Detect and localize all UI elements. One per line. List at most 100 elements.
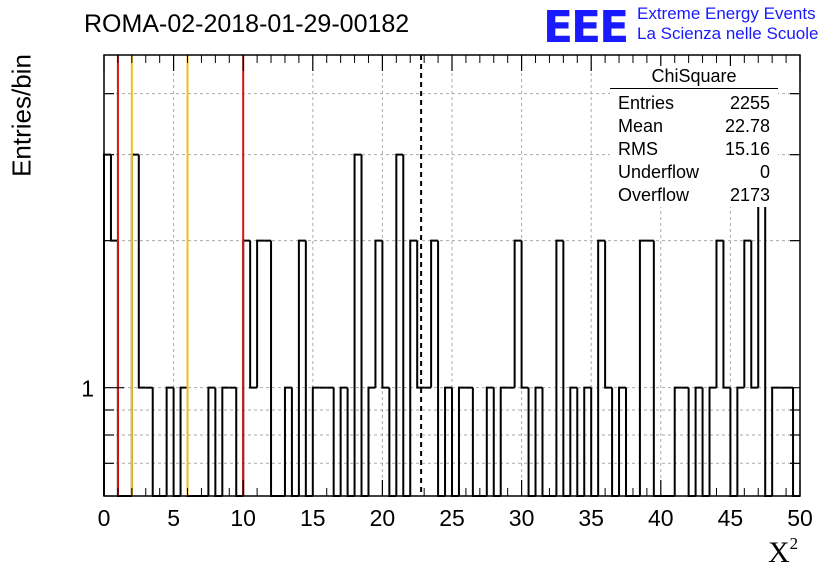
axis-ticks (103, 55, 801, 497)
histogram-bin (555, 239, 564, 496)
histogram-bin (165, 386, 174, 496)
histogram-bin (492, 387, 501, 497)
histogram-bin (214, 387, 223, 497)
histogram-bin (444, 386, 452, 496)
x-tick-label: 15 (300, 505, 326, 531)
x-axis-label: X2 (768, 534, 799, 569)
x-tick-label: 25 (439, 505, 465, 531)
stats-row-entries: Entries 2255 (618, 93, 770, 113)
histogram-bin (652, 240, 661, 497)
histogram-bin (360, 154, 369, 497)
histogram-bin (597, 239, 606, 496)
histogram-bin (729, 387, 738, 497)
histogram-bin (353, 153, 362, 496)
histogram-bin (151, 387, 160, 497)
histogram-bin (430, 239, 439, 388)
histogram-bin (743, 239, 752, 388)
histogram-bin (346, 387, 355, 497)
histogram-bin (604, 240, 613, 389)
x-tick-label: 45 (718, 505, 744, 531)
histogram-bin (701, 387, 710, 497)
histogram-bin (297, 239, 306, 496)
x-tick-label: 10 (230, 505, 256, 531)
histogram-bin (485, 386, 494, 496)
x-tick-label: 50 (787, 505, 813, 531)
x-tick-label: 30 (509, 505, 535, 531)
stats-row-rms: RMS 15.16 (618, 139, 770, 159)
histogram-bin (457, 386, 466, 496)
histogram-bin (590, 387, 599, 497)
histogram-bin (339, 386, 348, 496)
histogram-bin (471, 387, 480, 497)
histogram-bin (437, 240, 446, 497)
histogram-bin (416, 240, 425, 389)
histogram-bin (103, 153, 111, 496)
histogram-bin (694, 386, 703, 496)
histogram-bin (708, 386, 717, 496)
histogram-bin (109, 154, 118, 242)
histogram-bin (207, 386, 216, 496)
histogram-bin (527, 387, 536, 497)
x-tick-label: 0 (98, 505, 111, 531)
stats-title: ChiSquare (610, 66, 778, 89)
histogram-bin (388, 387, 397, 497)
histogram-bin (687, 387, 696, 497)
histogram-bin (402, 154, 411, 497)
x-tick-label: 5 (167, 505, 180, 531)
histogram-bin (186, 387, 195, 497)
histogram-bin (311, 386, 320, 496)
histogram-bin (673, 386, 682, 496)
histogram-bin (611, 387, 620, 497)
histogram-bin (283, 386, 292, 496)
histogram-bin (513, 239, 522, 388)
histogram-bin (304, 240, 313, 497)
histogram-bin (569, 386, 578, 496)
histogram-bin (618, 386, 626, 496)
histogram-bin (715, 239, 724, 388)
histogram-bin (736, 386, 745, 496)
histogram-bin (130, 153, 139, 496)
histogram-bin (249, 240, 258, 389)
histogram-bin (270, 240, 278, 497)
logo-line2: La Scienza nelle Scuole (637, 24, 819, 43)
histogram-bin (409, 239, 418, 496)
histogram-bin (750, 240, 759, 389)
y-axis-label: Entries/bin (6, 54, 37, 177)
histogram-bin (541, 387, 550, 497)
histogram-bin (256, 239, 265, 388)
y-tick-label: 1 (81, 376, 94, 402)
histogram-bin (638, 239, 647, 496)
histogram-bin (290, 387, 299, 497)
x-tick-label: 35 (578, 505, 604, 531)
histogram-bin (395, 153, 404, 496)
histogram-bin (179, 386, 188, 496)
histogram-bin (137, 154, 146, 389)
x-tick-label: 40 (648, 505, 674, 531)
histogram-bin (534, 386, 543, 496)
stats-row-overflow: Overflow 2173 (618, 185, 770, 205)
histogram-bin (722, 240, 731, 389)
histogram-bin (332, 387, 341, 497)
histogram-bin (235, 387, 244, 497)
reference-lines (116, 55, 423, 496)
eee-logo: EEE (543, 2, 629, 53)
histogram-bin (792, 387, 800, 497)
histogram-bin (172, 387, 181, 497)
histogram-bin (116, 240, 125, 497)
histogram-bin (381, 240, 390, 389)
histogram-bin (367, 386, 376, 496)
histogram-bin (562, 240, 571, 497)
histogram-bin (499, 386, 508, 496)
histogram-bin (771, 386, 780, 496)
chart-title: ROMA-02-2018-01-29-00182 (84, 10, 410, 38)
x-tick-label: 20 (370, 505, 396, 531)
stats-box: ChiSquare Entries 2255 Mean 22.78 RMS 15.16… (610, 66, 778, 207)
histogram-bin (242, 239, 251, 496)
histogram-bin (451, 387, 459, 497)
stats-row-underflow: Underflow 0 (618, 162, 770, 182)
histogram-bin (374, 239, 383, 388)
histogram-bin (576, 387, 585, 497)
logo-line1: Extreme Energy Events (637, 4, 816, 23)
histogram-bin (583, 386, 592, 496)
